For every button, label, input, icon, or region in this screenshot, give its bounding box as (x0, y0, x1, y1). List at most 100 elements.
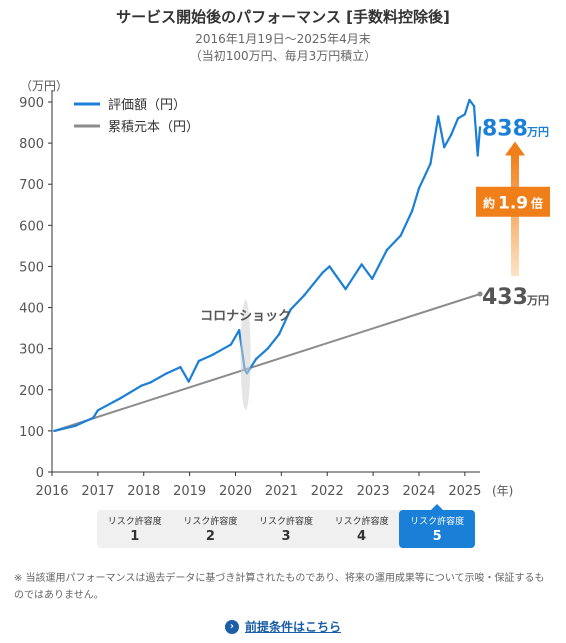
series-point-valuation (385, 248, 389, 252)
series-point-valuation (92, 416, 95, 419)
risk-tab-value: 4 (357, 529, 367, 544)
series-point-valuation (277, 333, 281, 336)
series-point-valuation (429, 162, 432, 165)
disclaimer-note: ※ 当該運用パフォーマンスは過去データに基づき計算されたものであり、将来の運用成… (14, 573, 545, 601)
conditions-link-label[interactable]: 前提条件はこちら (244, 620, 341, 634)
valuation-end-label: 838 (482, 116, 528, 141)
series-point-valuation (237, 328, 241, 332)
legend-label-valuation: 評価額（円） (108, 98, 186, 113)
series-line-valuation (54, 98, 482, 432)
risk-tab-value: 5 (432, 529, 442, 544)
series-point-valuation (187, 380, 190, 383)
series-point-valuation (321, 271, 324, 274)
risk-tab-label: リスク許容度 (410, 517, 465, 527)
y-tick-label: 600 (19, 219, 44, 234)
series-point-valuation (410, 209, 414, 213)
series-point-valuation (96, 409, 100, 412)
x-tick-label: 2023 (357, 484, 390, 499)
x-tick-label: 2025 (448, 484, 481, 499)
series-point-valuation (468, 98, 471, 102)
series-point-valuation (478, 126, 482, 129)
x-tick-label: 2019 (173, 484, 206, 499)
chevron-right-circle-icon: › (224, 619, 239, 634)
risk-tab-5[interactable]: リスク許容度 5 (399, 504, 475, 548)
performance-chart: 0 100 200 300 400 500 600 700 800 900 （万円） 2016 2017… (19, 79, 550, 499)
risk-tab-3[interactable]: リスク許容度 3 (248, 510, 324, 548)
series-point-valuation (119, 396, 123, 400)
series-point-valuation (303, 294, 306, 297)
risk-tab-2[interactable]: リスク許容度 2 (173, 510, 249, 548)
series-point-valuation (370, 277, 374, 280)
series-point-valuation (456, 117, 460, 120)
event-highlight (240, 299, 251, 410)
legend-label-principal: 累積元本（円） (108, 120, 199, 135)
risk-tab-value: 1 (130, 529, 140, 544)
series-line-principal (53, 293, 481, 432)
series-point-valuation (443, 146, 446, 149)
series-point-valuation (53, 429, 56, 433)
principal-end-unit: 万円 (526, 294, 549, 307)
series-point-valuation (417, 187, 421, 190)
series-point-valuation (140, 384, 143, 387)
series-point-valuation (266, 347, 269, 350)
series-point-valuation (328, 265, 331, 268)
series-point-valuation (211, 353, 214, 357)
multiple-suffix: 倍 (531, 196, 543, 211)
series-point-valuation (360, 263, 363, 266)
x-tick-label: 2017 (81, 484, 114, 499)
x-tick-label: 2021 (265, 484, 298, 499)
risk-tab-1[interactable]: リスク許容度 1 (97, 510, 173, 548)
y-tick-label: 400 (19, 302, 44, 317)
series-point-valuation (476, 154, 479, 157)
x-tick-label: 2016 (35, 484, 68, 499)
event-label: コロナショック (200, 309, 291, 324)
valuation-end-unit: 万円 (526, 125, 549, 138)
condition-subtitle: （当初100万円、毎月3万円積立） (189, 49, 377, 63)
y-tick-label: 300 (19, 343, 44, 358)
y-tick-label: 500 (19, 260, 44, 275)
x-tick-label: 2018 (127, 484, 160, 499)
series-point-valuation (472, 104, 476, 108)
principal-end-label: 433 (482, 285, 528, 310)
risk-tab-value: 3 (281, 529, 291, 544)
series-point-valuation (254, 357, 258, 361)
series-point-valuation (149, 381, 152, 384)
y-unit-label: （万円） (20, 79, 68, 93)
series-point-valuation (73, 424, 77, 428)
principal-end-point (477, 291, 483, 297)
conditions-link[interactable]: › 前提条件はこちら (0, 618, 566, 635)
risk-tab-label: リスク許容度 (183, 517, 238, 527)
series-point-valuation (449, 133, 453, 137)
y-tick-label: 200 (19, 384, 44, 399)
risk-tab-label: リスク許容度 (334, 517, 389, 527)
series-point-valuation (437, 115, 440, 118)
x-tick-label: 2020 (219, 484, 252, 499)
x-unit-label: (年) (492, 484, 513, 498)
chart-title: サービス開始後のパフォーマンス [手数料控除後] (116, 8, 450, 26)
risk-tab-label: リスク許容度 (258, 517, 313, 527)
risk-tab-4[interactable]: リスク許容度 4 (324, 510, 400, 548)
series-point-valuation (197, 359, 200, 363)
series-point-valuation (399, 234, 402, 237)
y-tick-label: 0 (36, 466, 44, 481)
y-tick-label: 100 (19, 425, 44, 440)
y-tick-label: 700 (19, 178, 44, 193)
series-point-valuation (344, 287, 347, 291)
y-tick-label: 900 (19, 96, 44, 111)
multiple-value: 1.9 (498, 194, 528, 214)
series-point-valuation (289, 308, 292, 311)
period-subtitle: 2016年1月19日～2025年4月末 (195, 32, 371, 46)
multiple-arrow-head (505, 141, 525, 156)
series-point-valuation (165, 372, 168, 375)
multiple-prefix: 約 (483, 196, 495, 211)
risk-tab-value: 2 (205, 529, 215, 544)
series-point-valuation (463, 113, 467, 116)
y-tick-label: 800 (19, 137, 44, 152)
x-tick-label: 2024 (402, 484, 435, 499)
risk-tolerance-selector: リスク許容度 1 リスク許容度 2 リスク許容度 3 リスク許容度 4 リスク許容度 5 (97, 504, 475, 548)
risk-tab-label: リスク許容度 (107, 517, 162, 527)
series-point-valuation (179, 365, 182, 369)
series-point-valuation (229, 343, 233, 346)
multiple-box (476, 186, 550, 217)
x-tick-label: 2022 (311, 484, 344, 499)
